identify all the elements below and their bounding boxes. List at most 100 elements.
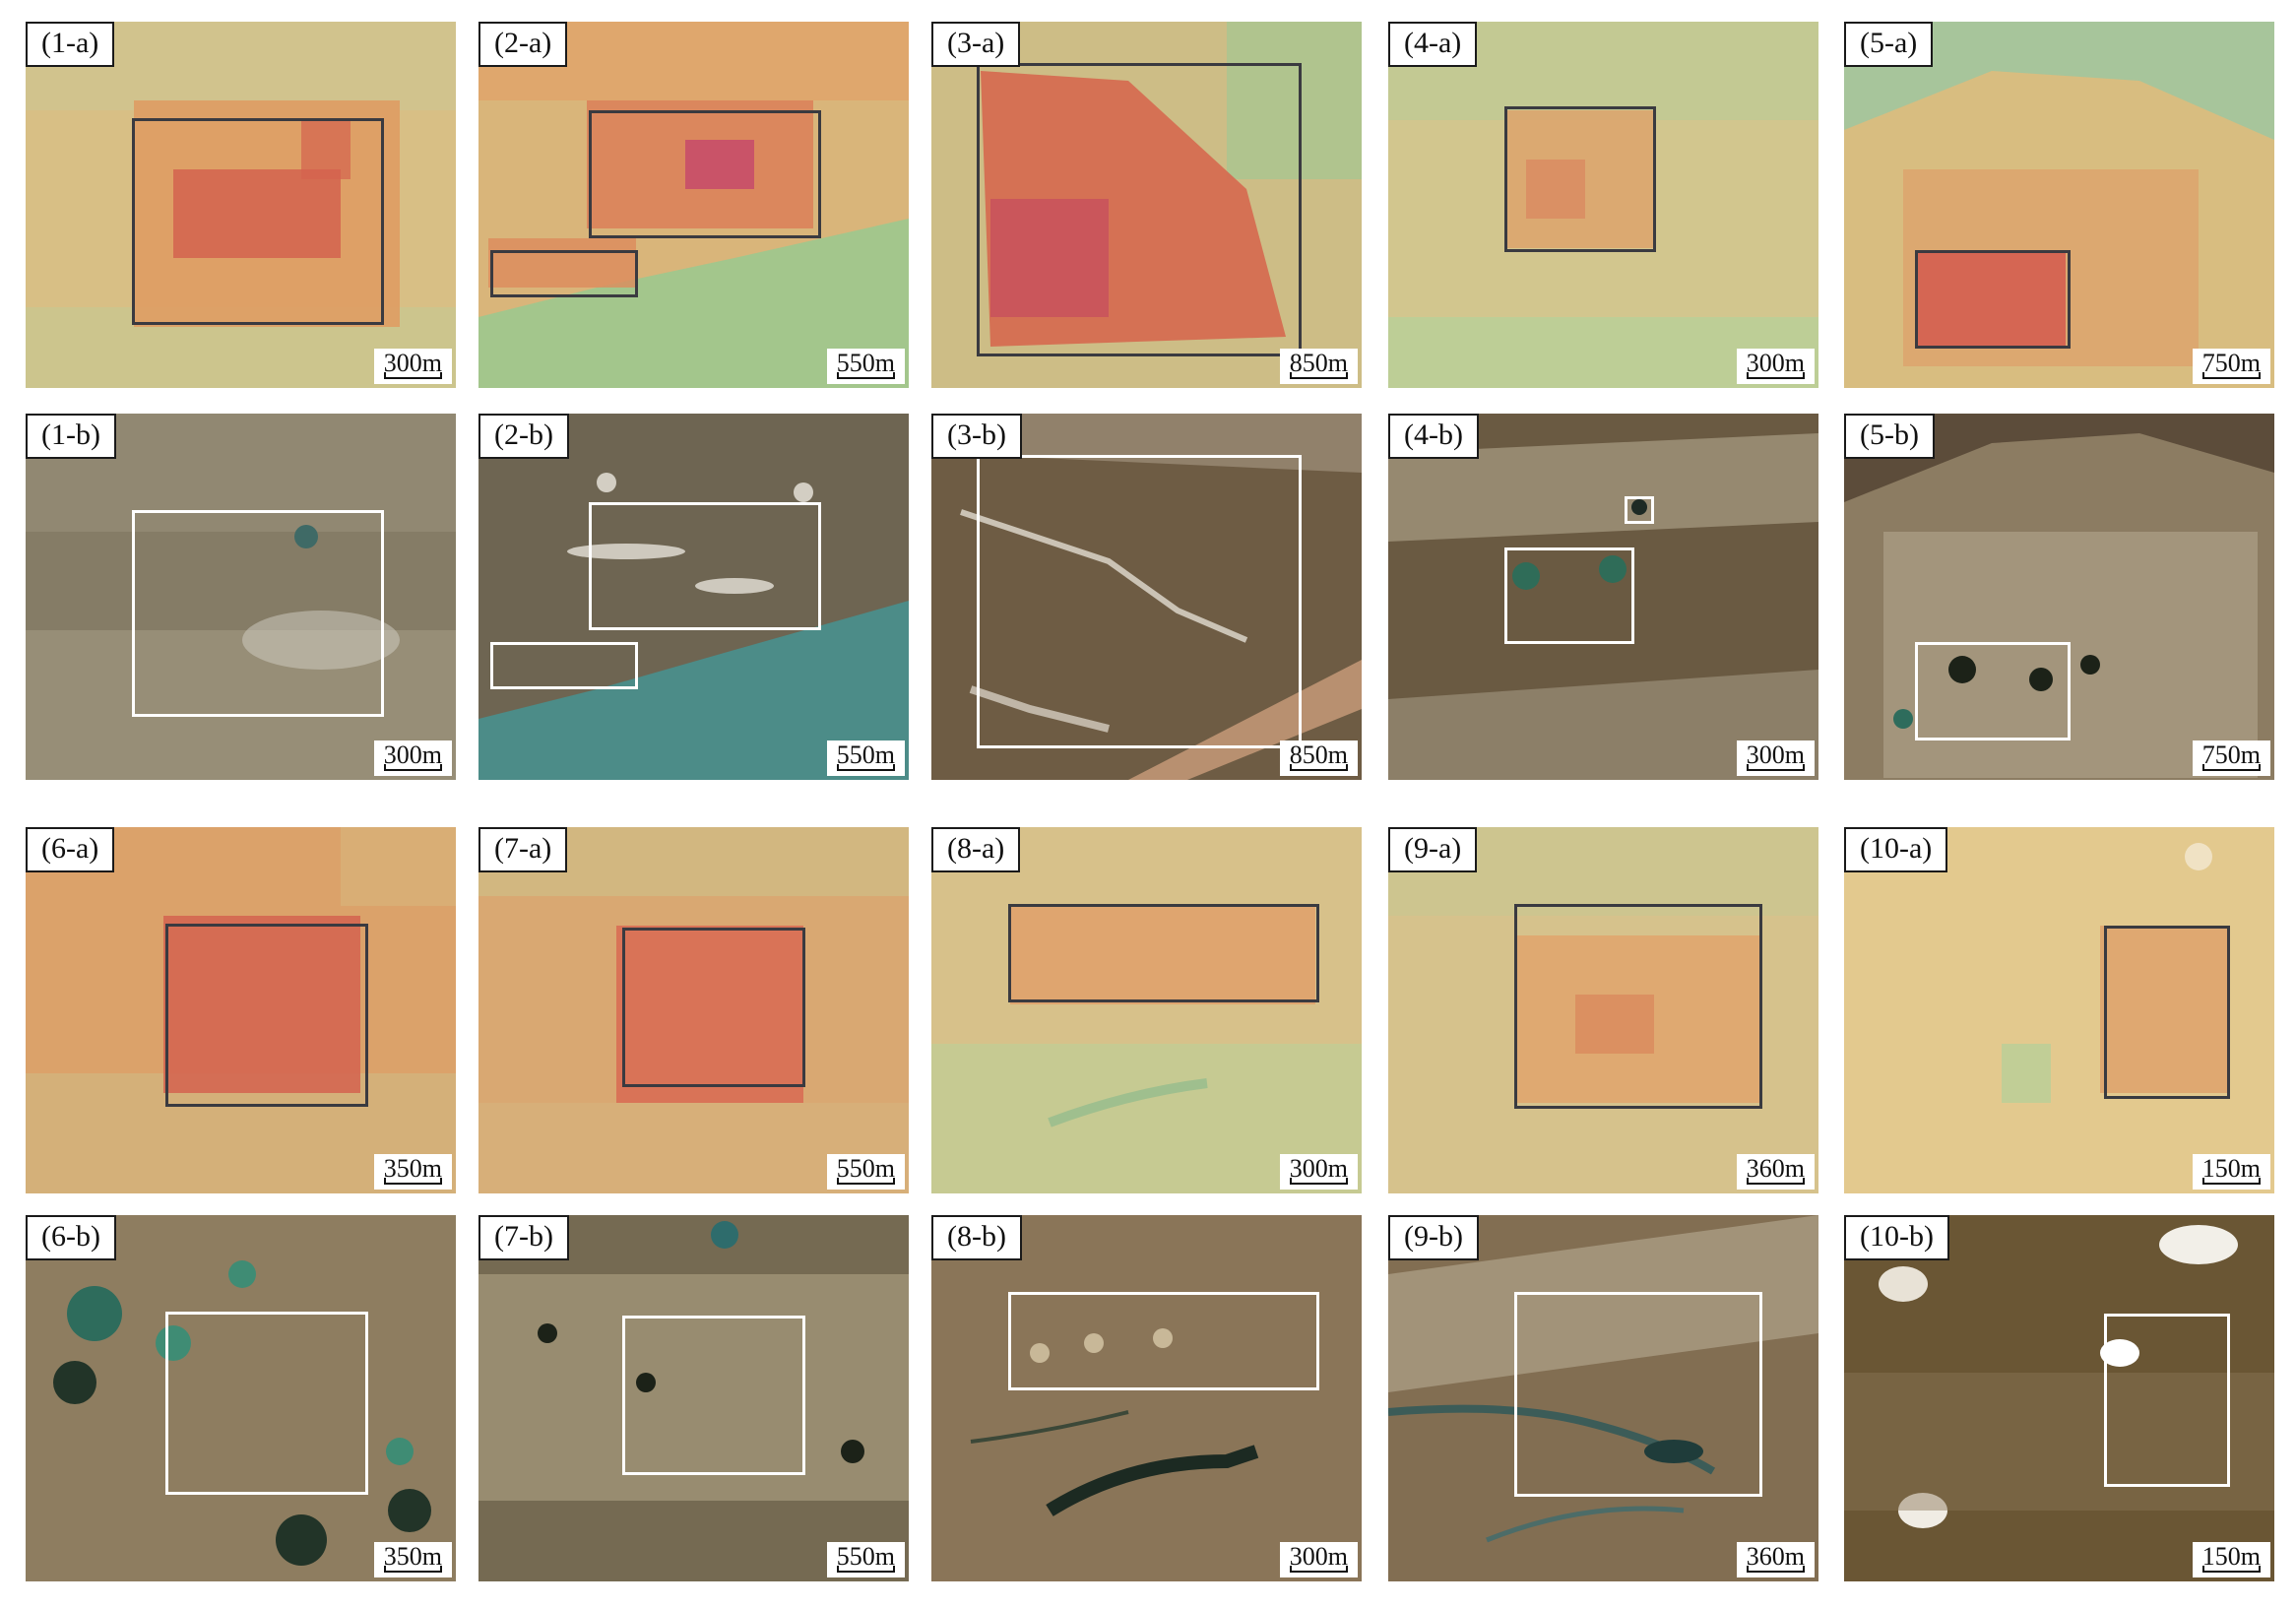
scale-bar-line: [1289, 1178, 1348, 1185]
satellite-image: [478, 1215, 909, 1581]
panel-label: (7-a): [478, 827, 568, 872]
panel-3a: (3-a) 850m: [931, 22, 1362, 388]
panel-label: (9-a): [1388, 827, 1478, 872]
scale-bar-text: 550m: [836, 1154, 895, 1183]
roi-box: [1915, 642, 2071, 740]
panel-5a: (5-a) 750m: [1844, 22, 2274, 388]
roi-box: [132, 510, 384, 717]
scale-bar-line: [2201, 764, 2261, 771]
heatmap-image: [1844, 827, 2274, 1193]
scale-bar-line: [1746, 1566, 1805, 1573]
roi-box: [132, 118, 384, 325]
scale-bar-line: [1746, 764, 1805, 771]
scale-bar-line: [2201, 1178, 2261, 1185]
scale-bar: 750m: [2192, 349, 2270, 384]
scale-bar-line: [836, 372, 895, 379]
scale-bar-line: [383, 764, 442, 771]
panel-label: (2-b): [478, 414, 569, 459]
panel-label: (4-a): [1388, 22, 1478, 67]
scale-bar-text: 350m: [383, 1154, 442, 1183]
satellite-image: [26, 1215, 456, 1581]
scale-bar-text: 550m: [836, 1542, 895, 1571]
roi-box: [977, 455, 1302, 748]
scale-bar-line: [383, 372, 442, 379]
panel-label: (1-a): [26, 22, 115, 67]
scale-bar: 150m: [2192, 1154, 2270, 1190]
satellite-image: [931, 414, 1362, 780]
heatmap-image: [26, 22, 456, 388]
satellite-image: [478, 414, 909, 780]
panel-label: (7-b): [478, 1215, 569, 1260]
roi-box: [1008, 904, 1319, 1002]
scale-bar-text: 300m: [383, 740, 442, 769]
panel-1b: (1-b) 300m: [26, 414, 456, 780]
roi-box-small: [490, 250, 638, 297]
roi-box: [1514, 904, 1762, 1109]
scale-bar-line: [383, 1178, 442, 1185]
roi-box: [1514, 1292, 1762, 1497]
panel-label: (8-a): [931, 827, 1021, 872]
scale-bar-text: 850m: [1289, 349, 1348, 377]
satellite-image: [1388, 414, 1818, 780]
scale-bar-text: 750m: [2201, 349, 2261, 377]
scale-bar-text: 550m: [836, 740, 895, 769]
scale-bar: 360m: [1736, 1542, 1815, 1577]
roi-box: [622, 928, 805, 1087]
scale-bar: 300m: [1736, 740, 1815, 776]
scale-bar: 750m: [2192, 740, 2270, 776]
satellite-image: [1844, 1215, 2274, 1581]
panel-7b: (7-b) 550m: [478, 1215, 909, 1581]
scale-bar: 550m: [826, 1154, 905, 1190]
roi-box-small: [1625, 496, 1654, 524]
scale-bar: 300m: [1736, 349, 1815, 384]
scale-bar-text: 150m: [2201, 1542, 2261, 1571]
scale-bar: 350m: [373, 1154, 452, 1190]
panel-label: (8-b): [931, 1215, 1022, 1260]
roi-box: [165, 924, 368, 1107]
panel-6a: (6-a) 350m: [26, 827, 456, 1193]
roi-box: [1008, 1292, 1319, 1390]
panel-8b: (8-b) 300m: [931, 1215, 1362, 1581]
scale-bar-line: [1746, 1178, 1805, 1185]
panel-2b: (2-b) 550m: [478, 414, 909, 780]
scale-bar-line: [1289, 372, 1348, 379]
scale-bar-text: 300m: [1746, 349, 1805, 377]
scale-bar: 300m: [1279, 1542, 1358, 1577]
panel-6b: (6-b) 350m: [26, 1215, 456, 1581]
roi-box: [2104, 926, 2230, 1099]
panel-label: (3-a): [931, 22, 1021, 67]
roi-box: [1504, 547, 1634, 644]
scale-bar-line: [1289, 1566, 1348, 1573]
scale-bar: 850m: [1279, 740, 1358, 776]
scale-bar-line: [1746, 372, 1805, 379]
satellite-image: [1388, 1215, 1818, 1581]
scale-bar-text: 300m: [383, 349, 442, 377]
heatmap-image: [1388, 22, 1818, 388]
heatmap-image: [931, 827, 1362, 1193]
panel-4b: (4-b) 300m: [1388, 414, 1818, 780]
roi-box: [1915, 250, 2071, 349]
panel-2a: (2-a) 550m: [478, 22, 909, 388]
panel-label: (6-b): [26, 1215, 116, 1260]
scale-bar-text: 750m: [2201, 740, 2261, 769]
scale-bar: 150m: [2192, 1542, 2270, 1577]
panel-label: (3-b): [931, 414, 1022, 459]
roi-box: [622, 1316, 805, 1475]
panel-7a: (7-a) 550m: [478, 827, 909, 1193]
scale-bar-line: [2201, 372, 2261, 379]
scale-bar-line: [836, 1178, 895, 1185]
scale-bar-text: 850m: [1289, 740, 1348, 769]
panel-5b: (5-b) 750m: [1844, 414, 2274, 780]
panel-label: (2-a): [478, 22, 568, 67]
roi-box-small: [490, 642, 638, 689]
scale-bar-text: 300m: [1289, 1542, 1348, 1571]
panel-label: (1-b): [26, 414, 116, 459]
scale-bar-text: 300m: [1289, 1154, 1348, 1183]
heatmap-image: [931, 22, 1362, 388]
panel-9a: (9-a) 360m: [1388, 827, 1818, 1193]
heatmap-image: [478, 827, 909, 1193]
scale-bar-line: [836, 1566, 895, 1573]
scale-bar-text: 150m: [2201, 1154, 2261, 1183]
roi-box: [1504, 106, 1656, 252]
scale-bar-text: 300m: [1746, 740, 1805, 769]
